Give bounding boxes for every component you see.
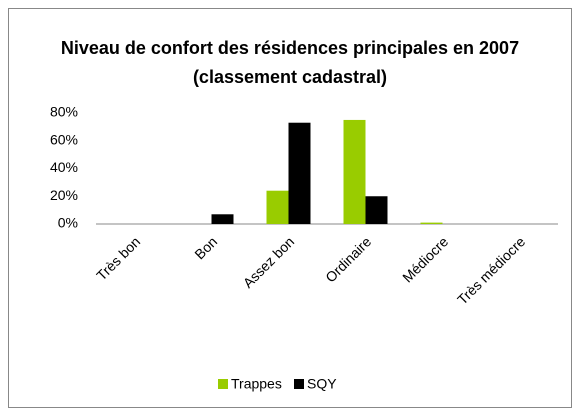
bar [420, 222, 443, 224]
y-tick-label: 0% [58, 215, 78, 231]
bar [211, 214, 234, 224]
legend-label: Trappes [231, 376, 282, 392]
bar [365, 196, 388, 224]
y-tick-label: 20% [50, 187, 78, 203]
chart-title: Niveau de confort des résidences princip… [60, 38, 520, 87]
y-tick-label: 80% [50, 104, 78, 120]
y-tick-label: 40% [50, 159, 78, 175]
legend-swatch [218, 379, 228, 389]
bar [288, 122, 311, 224]
legend-swatch [294, 379, 304, 389]
y-tick-label: 60% [50, 131, 78, 147]
legend-label: SQY [307, 376, 337, 392]
bar [266, 190, 289, 224]
bar [343, 119, 366, 224]
